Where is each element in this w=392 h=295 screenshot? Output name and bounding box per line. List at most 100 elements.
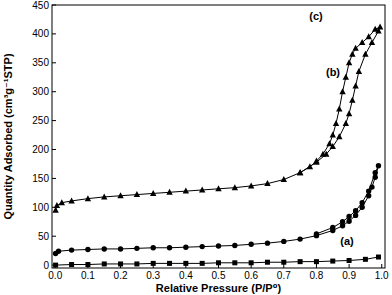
marker	[346, 214, 351, 219]
marker	[134, 191, 140, 197]
y-tick	[52, 33, 56, 34]
marker	[118, 246, 123, 251]
marker	[215, 185, 221, 191]
marker	[359, 200, 364, 205]
y-tick-label: 300	[32, 86, 49, 97]
marker	[134, 261, 139, 266]
marker	[333, 120, 339, 126]
marker	[199, 186, 205, 192]
marker	[377, 23, 383, 29]
x-tick-label: 0.7	[277, 270, 291, 281]
y-tick-label: 250	[32, 115, 49, 126]
y-tick-label: 100	[32, 202, 49, 213]
plot-frame	[52, 5, 385, 268]
marker	[320, 151, 326, 157]
marker	[346, 59, 352, 65]
marker	[336, 133, 342, 139]
marker	[314, 231, 319, 236]
marker	[183, 188, 189, 194]
marker	[85, 247, 90, 252]
marker	[85, 262, 90, 267]
x-tick-label: 0.2	[114, 270, 128, 281]
x-tick-label: 0.1	[81, 270, 95, 281]
marker	[59, 199, 65, 205]
marker	[353, 213, 358, 218]
marker	[53, 263, 58, 268]
marker	[343, 120, 349, 126]
marker	[265, 240, 270, 245]
marker	[352, 82, 358, 88]
series-label: (c)	[309, 10, 323, 22]
marker	[167, 245, 172, 250]
marker	[183, 244, 188, 249]
y-tick-label: 350	[32, 57, 49, 68]
marker	[376, 163, 381, 168]
marker	[216, 260, 221, 265]
marker	[373, 170, 378, 175]
marker	[297, 169, 303, 175]
marker	[347, 258, 352, 263]
marker	[340, 219, 345, 224]
marker	[307, 163, 313, 169]
marker	[365, 33, 371, 39]
y-tick	[52, 178, 56, 179]
marker	[356, 68, 362, 74]
marker	[352, 45, 358, 51]
y-axis-title: Quantity Adsorbed (cm³g⁻¹STP)	[2, 53, 14, 219]
marker	[265, 260, 270, 265]
marker	[248, 182, 254, 188]
marker	[314, 259, 319, 264]
marker	[200, 261, 205, 266]
x-tick-label: 0.6	[244, 270, 258, 281]
marker	[56, 249, 61, 254]
marker	[102, 261, 107, 266]
x-tick-label: 0.8	[309, 270, 323, 281]
x-tick	[349, 264, 350, 268]
marker	[366, 188, 371, 193]
marker	[339, 88, 345, 94]
marker	[69, 247, 74, 252]
marker	[353, 208, 358, 213]
x-tick-label: 0.3	[146, 270, 160, 281]
series-label: (b)	[326, 66, 340, 78]
marker	[281, 176, 287, 182]
marker	[369, 39, 375, 45]
y-tick-label: 200	[32, 144, 49, 155]
x-tick-label: 0.5	[212, 270, 226, 281]
chart: 0.00.10.20.30.40.50.60.70.80.91.00501001…	[0, 0, 392, 295]
marker	[330, 225, 335, 230]
marker	[232, 184, 238, 190]
marker	[167, 261, 172, 266]
marker	[101, 193, 107, 199]
series-line	[56, 27, 381, 210]
marker	[330, 259, 335, 264]
y-tick-label: 0	[43, 260, 49, 271]
marker	[349, 97, 355, 103]
marker	[264, 180, 270, 186]
marker	[373, 175, 378, 180]
marker	[232, 260, 237, 265]
x-tick-label: 0.4	[179, 270, 193, 281]
marker	[359, 205, 364, 210]
marker	[346, 110, 352, 116]
marker	[151, 261, 156, 266]
marker	[346, 218, 351, 223]
marker	[363, 257, 368, 262]
marker	[216, 243, 221, 248]
marker	[199, 244, 204, 249]
marker	[85, 195, 91, 201]
x-tick-label: 0.0	[48, 270, 62, 281]
marker	[232, 243, 237, 248]
y-tick-label: 50	[38, 231, 50, 242]
marker	[330, 132, 336, 138]
marker	[372, 26, 378, 32]
marker	[376, 255, 381, 260]
marker	[118, 261, 123, 266]
marker	[362, 51, 368, 57]
x-tick-label: 1.0	[375, 270, 389, 281]
marker	[297, 236, 302, 241]
marker	[248, 242, 253, 247]
marker	[134, 246, 139, 251]
marker	[183, 261, 188, 266]
marker	[249, 260, 254, 265]
